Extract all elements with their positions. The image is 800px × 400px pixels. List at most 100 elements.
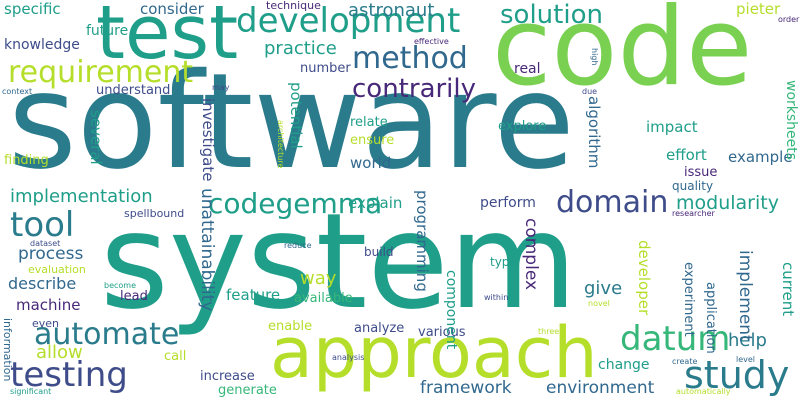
word-modularity: modularity	[676, 192, 779, 214]
word-within: within	[484, 293, 509, 302]
word-study: study	[684, 353, 790, 397]
word-consider: consider	[140, 0, 204, 18]
word-current: current	[779, 262, 797, 317]
word-potential: potential	[287, 82, 305, 149]
word-example: example	[728, 148, 793, 166]
word-complex: complex	[521, 218, 541, 291]
word-algorithm: algorithm	[585, 96, 603, 169]
word-generate: generate	[218, 383, 277, 398]
word-ensure: ensure	[350, 133, 395, 148]
word-tool: tool	[10, 205, 75, 245]
word-type: type	[490, 255, 517, 269]
word-datum: datum	[620, 319, 731, 359]
word-even: even	[32, 317, 60, 330]
word-development: development	[236, 1, 461, 41]
word-impact: impact	[646, 118, 698, 136]
word-astronaut: astronaut	[348, 0, 435, 21]
word-three: three	[538, 327, 560, 336]
word-codegemma: codegemma	[208, 187, 383, 220]
word-describe: describe	[8, 274, 77, 293]
word-reduce: reduce	[284, 241, 312, 250]
word-system: system	[100, 185, 578, 339]
word-relate: relate	[350, 115, 388, 130]
word-environment: environment	[546, 378, 655, 398]
word-implementation: implementation	[10, 186, 153, 207]
word-allow: allow	[36, 342, 83, 363]
word-code: code	[492, 0, 753, 110]
word-explore: explore	[498, 119, 547, 134]
word-analysis: analysis	[332, 353, 365, 362]
word-explain: explain	[348, 194, 403, 212]
word-worksheets: worksheets	[783, 80, 799, 161]
word-testing: testing	[10, 355, 128, 395]
word-give: give	[584, 278, 623, 299]
word-software: software	[8, 45, 575, 199]
word-test: test	[96, 0, 239, 76]
word-process: process	[18, 244, 84, 264]
word-novel: novel	[588, 299, 610, 308]
word-high: high	[590, 48, 599, 66]
word-create: create	[672, 357, 698, 366]
word-practice: practice	[264, 38, 337, 59]
word-lead: lead	[120, 289, 148, 304]
word-implement: implement	[735, 250, 755, 342]
word-dataset: dataset	[30, 239, 61, 248]
word-machine: machine	[16, 296, 81, 314]
word-component: component	[443, 270, 459, 350]
word-various: various	[418, 325, 466, 340]
word-real: real	[514, 61, 541, 77]
word-enable: enable	[268, 319, 313, 334]
word-information: information	[1, 318, 14, 382]
word-experiment: experiment	[681, 262, 696, 337]
word-build: build	[364, 245, 394, 259]
word-programming: programming	[413, 190, 431, 292]
word-several: several	[87, 110, 105, 165]
word-due: due	[582, 87, 598, 96]
word-context: context	[2, 87, 33, 96]
word-feature: feature	[226, 286, 281, 304]
word-analyze: analyze	[354, 321, 405, 336]
word-approach: approach	[270, 312, 598, 394]
word-unattainability: unattainability	[197, 188, 217, 312]
word-researcher: researcher	[672, 209, 715, 218]
word-future: future	[86, 23, 129, 39]
word-method: method	[352, 41, 468, 76]
word-understand: understand	[96, 83, 171, 98]
word-application: application	[703, 282, 718, 354]
word-domain: domain	[556, 185, 669, 220]
word-world: world	[350, 154, 392, 172]
word-way: way	[300, 268, 337, 289]
word-may: may	[212, 83, 230, 92]
word-investigate: investigate	[199, 98, 217, 182]
word-contrarily: contrarily	[352, 74, 477, 104]
word-number: number	[300, 61, 351, 76]
word-increase: increase	[200, 369, 255, 384]
word-technique: technique	[266, 0, 321, 12]
word-call: call	[164, 349, 187, 364]
word-pieter: pieter	[736, 0, 781, 18]
word-architecture: architecture	[276, 120, 285, 169]
word-available: available	[294, 291, 353, 306]
word-level: level	[736, 355, 756, 364]
word-significant: significant	[10, 387, 52, 396]
word-developer: developer	[635, 240, 653, 316]
word-requirement: requirement	[8, 55, 194, 90]
word-evaluation: evaluation	[28, 263, 86, 276]
word-finding: finding	[4, 153, 49, 168]
word-quality: quality	[672, 179, 714, 193]
word-specific: specific	[4, 0, 61, 18]
word-perform: perform	[480, 195, 536, 211]
word-become: become	[104, 281, 137, 290]
word-change: change	[598, 357, 650, 373]
word-knowledge: knowledge	[4, 37, 80, 53]
word-help: help	[728, 330, 767, 351]
word-spellbound: spellbound	[124, 207, 185, 220]
word-issue: issue	[684, 165, 718, 180]
word-automate: automate	[34, 317, 180, 352]
word-effort: effort	[666, 146, 707, 164]
word-order: order	[778, 15, 800, 24]
word-automatically: automatically	[676, 387, 731, 396]
word-effective: effective	[414, 37, 449, 46]
word-solution: solution	[500, 0, 603, 30]
